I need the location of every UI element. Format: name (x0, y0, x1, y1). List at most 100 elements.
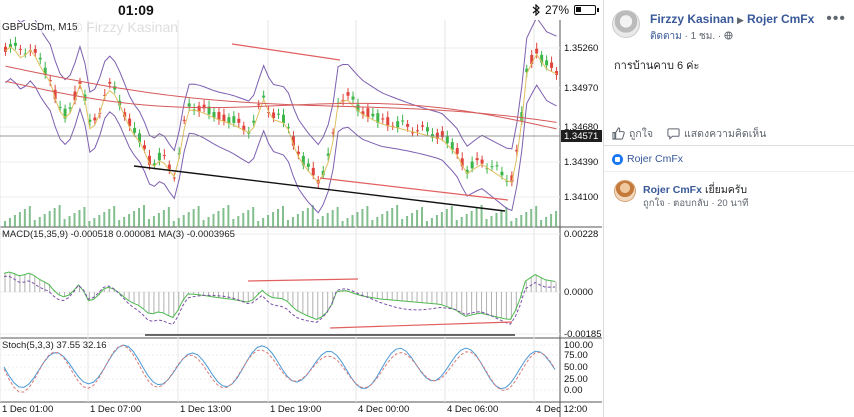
candle-body (465, 169, 469, 174)
like-label: ถูกใจ (629, 128, 653, 140)
volume-bar (147, 219, 150, 227)
comment-time[interactable]: 20 นาที (717, 198, 749, 209)
candle-body (227, 117, 231, 124)
candle-body (118, 100, 122, 106)
volume-bar (182, 215, 185, 227)
meta-separator: · (717, 31, 724, 42)
candle-body (282, 114, 285, 124)
volume-bar (406, 216, 409, 227)
follow-link[interactable]: ติดตาม (650, 31, 682, 42)
volume-bar (351, 215, 354, 227)
volume-bar (381, 214, 384, 227)
candle-body (232, 116, 236, 123)
author-avatar[interactable] (612, 10, 640, 38)
commenter-name[interactable]: Rojer CmFx (643, 184, 702, 196)
comment-reply-link[interactable]: ตอบกลับ (673, 198, 709, 209)
volume-bar (272, 212, 275, 227)
like-button[interactable]: ถูกใจ (612, 125, 653, 142)
candle-body (18, 48, 22, 50)
candle-body (286, 127, 290, 129)
watermark: © Firzzy Kasinan (72, 19, 179, 35)
volume-bar (480, 205, 483, 227)
comment-like-link[interactable]: ถูกใจ (643, 198, 665, 209)
volume-bar (23, 209, 26, 227)
time-tick-label: 4 Dec 12:00 (536, 404, 587, 415)
candle-body (202, 104, 206, 109)
volume-bar (202, 220, 205, 227)
candle-body (103, 95, 107, 97)
candle-body (386, 117, 390, 127)
bollinger-lower (5, 78, 557, 214)
candle-body (346, 92, 350, 96)
facebook-post-panel: Firzzy Kasinan ▶ Rojer CmFx ติดตาม · 1 ชม.… (603, 0, 854, 417)
candle-body (123, 112, 127, 117)
volume-bar (421, 207, 423, 227)
candle-body (108, 81, 112, 84)
macd-tick-label: 0.0000 (564, 287, 593, 298)
candle-body (277, 113, 281, 115)
candle-body (495, 165, 499, 167)
candle-body (421, 125, 424, 127)
time-tick-label: 4 Dec 06:00 (447, 404, 498, 415)
volume-bar (118, 220, 121, 227)
volume-bar (267, 215, 270, 227)
volume-bar (416, 210, 419, 227)
candle-body (321, 170, 325, 176)
volume-bar (48, 211, 51, 227)
time-tick-label: 4 Dec 00:00 (358, 404, 409, 415)
volume-bar (346, 218, 349, 227)
candle-body (58, 106, 62, 108)
volume-bar (366, 206, 369, 227)
target-name[interactable]: Rojer CmFx (746, 12, 815, 26)
volume-bar (356, 212, 359, 227)
price-tick-label: 1.34390 (564, 157, 598, 168)
volume-bar (128, 214, 131, 227)
trading-chart[interactable]: 1.35260 1.34970 1.34680 1.34390 1.34100 1.345… (0, 20, 602, 417)
comment-text: เยี่ยมครับ (704, 184, 748, 196)
volume-bar (460, 217, 463, 227)
author-name[interactable]: Firzzy Kasinan (650, 12, 735, 26)
volume-bar (445, 209, 448, 227)
price-tick-label: 1.35260 (564, 43, 598, 54)
volume-bar (470, 211, 473, 227)
volume-bar (510, 221, 513, 227)
commenter-avatar[interactable] (614, 180, 636, 202)
volume-bar (321, 216, 324, 227)
volume-bar (401, 219, 404, 227)
macd-trendline-top (247, 278, 359, 282)
more-options-icon[interactable]: ••• (826, 10, 846, 27)
volume-bar (227, 205, 230, 227)
candle-body (88, 119, 92, 122)
volume-bar (133, 211, 136, 227)
thumbs-up-icon (612, 127, 625, 140)
trendline-support (319, 177, 509, 201)
comment-icon (667, 128, 680, 140)
price-tick-label: 1.34100 (564, 192, 598, 203)
candle-body (177, 153, 181, 155)
candle-body (470, 161, 474, 169)
volume-bar (371, 220, 374, 227)
symbol-label: GBPUSDm, M15 (2, 22, 78, 33)
comment-button[interactable]: แสดงความคิดเห็น (667, 125, 766, 142)
candle-body (401, 120, 405, 122)
volume-bar (386, 211, 389, 227)
volume-bar (291, 217, 294, 227)
candle-body (301, 155, 305, 166)
stoch-label: Stoch(5,3,3) 37.55 32.16 (2, 340, 107, 351)
stoch-tick-label: 25.00 (564, 374, 588, 385)
candle-body (291, 136, 295, 146)
volume-bar (237, 216, 240, 227)
volume-bar (396, 205, 399, 227)
likes-summary[interactable]: Rojer CmFx (612, 153, 683, 165)
volume-bar (465, 214, 468, 227)
candle-body (138, 133, 142, 143)
candle-body (113, 86, 117, 90)
candle-body (296, 151, 300, 155)
volume-bar (252, 207, 255, 227)
candle-body (535, 48, 539, 54)
macd-signal-line (3, 275, 556, 326)
volume-bar (217, 211, 220, 227)
post-time[interactable]: 1 ชม. (690, 31, 716, 42)
moving-average-red-slow (5, 65, 557, 123)
status-indicators: 27% (532, 3, 599, 17)
